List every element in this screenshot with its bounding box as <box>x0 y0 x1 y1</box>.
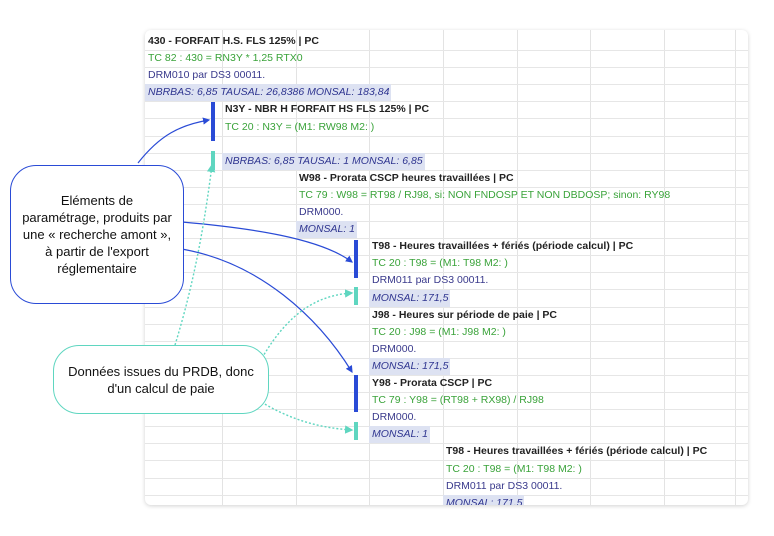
grid-column-line <box>590 30 591 505</box>
grid-column-line <box>443 30 444 505</box>
sheet-row: Y98 - Prorata CSCP | PC <box>145 375 748 393</box>
sheet-row: DRM000. <box>145 204 748 222</box>
cell-title: T98 - Heures travaillées + fériés (pério… <box>446 445 708 458</box>
cell-title: N3Y - NBR H FORFAIT HS FLS 125% | PC <box>225 103 430 116</box>
cell-formula: TC 20 : T98 = (M1: T98 M2: ) <box>446 462 582 475</box>
grid-column-line <box>735 30 736 505</box>
prdb-bar-n3y <box>211 151 215 170</box>
prdb-arrow-t98 <box>261 289 354 359</box>
cell-title: J98 - Heures sur période de paie | PC <box>372 308 558 321</box>
param-bar-t98 <box>354 240 358 278</box>
sheet-row: MONSAL: 171,5 <box>145 289 748 308</box>
prdb-bar-t98 <box>354 287 358 305</box>
cell-formula: TC 82 : 430 = RN3Y * 1,25 RTX0 <box>148 52 303 65</box>
sheet-row: TC 82 : 430 = RN3Y * 1,25 RTX0 <box>145 50 748 69</box>
callout-prdb-text: Données issues du PRDB, donc d'un calcul… <box>68 363 254 396</box>
cell-formula: TC 79 : W98 = RT98 / RJ98, si: NON FNDOS… <box>299 188 671 201</box>
grid-column-line <box>517 30 518 505</box>
sheet-row: TC 20 : T98 = (M1: T98 M2: ) <box>145 461 748 479</box>
sheet-row: TC 20 : T98 = (M1: T98 M2: ) <box>145 255 748 274</box>
param-arrow-t98 <box>181 221 353 263</box>
cell-drm: DRM011 par DS3 00011. <box>446 479 563 492</box>
param-arrow-n3y <box>137 117 211 164</box>
parameter-bars <box>211 102 358 412</box>
grid-column-line <box>664 30 665 505</box>
prdb-bars <box>211 151 358 440</box>
param-bar-y98 <box>354 375 358 412</box>
sheet-row: TC 79 : Y98 = (RT98 + RX98) / RJ98 <box>145 392 748 411</box>
cell-formula: TC 79 : Y98 = (RT98 + RX98) / RJ98 <box>372 394 544 407</box>
sheet-row: MONSAL: 1 <box>145 221 748 240</box>
cell-title: Y98 - Prorata CSCP | PC <box>372 377 493 389</box>
cell-val: NBRBAS: 6,85 TAUSAL: 26,8386 MONSAL: 183… <box>145 84 392 102</box>
cell-formula: TC 20 : J98 = (M1: J98 M2: ) <box>372 325 506 338</box>
sheet-row: T98 - Heures travaillées + fériés (pério… <box>145 443 748 462</box>
sheet-row <box>145 136 748 154</box>
cell-drm: DRM000. <box>299 206 344 218</box>
cell-val: MONSAL: 171.5 <box>443 494 525 505</box>
sheet-row: TC 20 : J98 = (M1: J98 M2: ) <box>145 324 748 342</box>
sheet-row: MONSAL: 1 <box>145 426 748 445</box>
cell-drm: DRM010 par DS3 00011. <box>148 69 266 82</box>
prdb-arrow-n3y <box>174 163 216 346</box>
cell-drm: DRM000. <box>372 342 417 355</box>
sheet-row: NBRBAS: 6,85 TAUSAL: 1 MONSAL: 6,85 <box>145 152 748 171</box>
sheet-row: TC 20 : N3Y = (M1: RW98 M2: ) <box>145 119 748 137</box>
cell-title: T98 - Heures travaillées + fériés (pério… <box>372 240 634 253</box>
sheet-row: J98 - Heures sur période de paie | PC <box>145 307 748 325</box>
callout-prdb: Données issues du PRDB, donc d'un calcul… <box>53 345 269 414</box>
sheet-row: MONSAL: 171.5 <box>145 494 748 505</box>
sheet-row: DRM000. <box>145 409 748 428</box>
cell-formula: TC 20 : T98 = (M1: T98 M2: ) <box>372 257 508 270</box>
param-bar-n3y <box>211 102 215 141</box>
sheet-row: DRM010 par DS3 00011. <box>145 67 748 86</box>
cell-formula: TC 20 : N3Y = (M1: RW98 M2: ) <box>225 120 375 133</box>
cell-title: 430 - FORFAIT H.S. FLS 125% | PC <box>148 35 319 47</box>
cell-drm: DRM000. <box>372 411 417 424</box>
grid-column-line <box>222 30 223 505</box>
cell-title: W98 - Prorata CSCP heures travaillées | … <box>299 171 514 184</box>
callout-parametrage-text: Eléments de paramétrage, produits par un… <box>22 193 172 276</box>
cell-val: MONSAL: 1 <box>369 426 431 444</box>
sheet-row: N3Y - NBR H FORFAIT HS FLS 125% | PC <box>145 101 748 120</box>
sheet-row: TC 79 : W98 = RT98 / RJ98, si: NON FNDOS… <box>145 187 748 205</box>
sheet-row: NBRBAS: 6,85 TAUSAL: 26,8386 MONSAL: 183… <box>145 84 748 103</box>
cell-val: MONSAL: 171,5 <box>369 357 451 375</box>
sheet-row: W98 - Prorata CSCP heures travaillées | … <box>145 170 748 188</box>
prdb-arrow-y98 <box>257 399 354 434</box>
callout-parametrage: Eléments de paramétrage, produits par un… <box>10 165 184 304</box>
spreadsheet-excerpt: 430 - FORFAIT H.S. FLS 125% | PC TC 82 : … <box>145 30 748 505</box>
cell-val: MONSAL: 1 <box>296 221 358 239</box>
grid-column-line <box>369 30 370 505</box>
grid-column-line <box>296 30 297 505</box>
cell-drm: DRM011 par DS3 00011. <box>372 274 489 287</box>
prdb-bar-y98 <box>354 422 358 440</box>
cell-val: MONSAL: 171,5 <box>369 289 451 307</box>
sheet-row: 430 - FORFAIT H.S. FLS 125% | PC <box>145 33 748 51</box>
sheet-row: T98 - Heures travaillées + fériés (pério… <box>145 238 748 257</box>
cell-val: NBRBAS: 6,85 TAUSAL: 1 MONSAL: 6,85 <box>222 152 425 170</box>
sheet-row: MONSAL: 171,5 <box>145 357 748 376</box>
param-arrow-y98 <box>174 247 353 374</box>
